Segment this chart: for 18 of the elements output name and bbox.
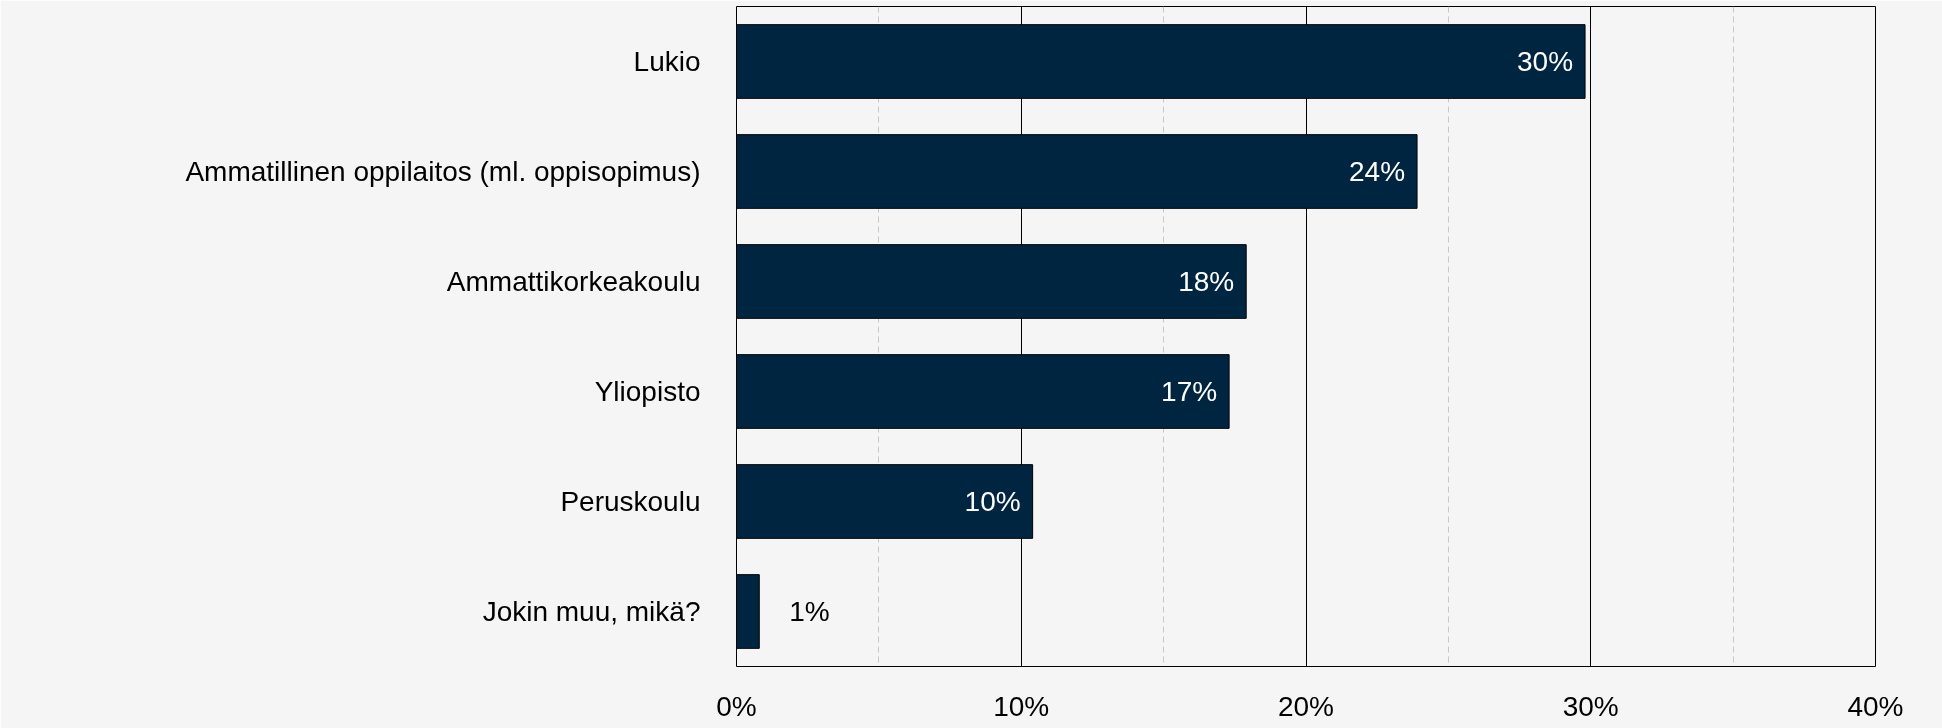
x-tick-label: 20% <box>1277 690 1335 722</box>
x-tick-label: 40% <box>1847 690 1904 722</box>
data-label: 18% <box>1178 266 1235 297</box>
y-tick-label: Peruskoulu <box>560 486 701 517</box>
y-tick-label: Lukio <box>633 46 701 77</box>
x-tick-label: 10% <box>993 690 1050 722</box>
y-tick-label: Ammattikorkeakoulu <box>446 266 701 297</box>
bar <box>736 574 760 649</box>
y-tick-label: Ammatillinen oppilaitos (ml. oppisopimus) <box>185 156 701 187</box>
data-label: 24% <box>1349 156 1406 187</box>
y-tick-label: Yliopisto <box>594 376 701 407</box>
data-label: 30% <box>1517 46 1574 77</box>
data-label: 10% <box>964 486 1021 517</box>
data-label: 1% <box>789 596 830 627</box>
x-tick-label: 30% <box>1562 690 1619 722</box>
data-label: 17% <box>1161 376 1218 407</box>
x-tick-label: 0% <box>716 690 757 722</box>
y-tick-label: Jokin muu, mikä? <box>482 596 701 627</box>
